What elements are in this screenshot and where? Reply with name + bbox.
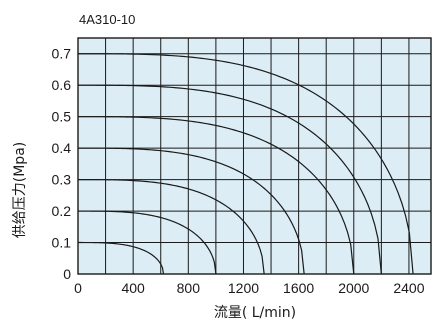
curve-0-7-mpa [78,53,414,275]
x-tick-label: 0 [74,280,82,296]
x-tick-label: 2400 [393,280,424,296]
y-tick-label: 0.1 [52,235,72,251]
y-tick-label: 0 [63,266,71,282]
curve-0-3-mpa [78,179,265,275]
x-tick-label: 2000 [338,280,369,296]
y-tick-label: 0.7 [52,46,72,62]
curve-0-6-mpa [78,84,382,275]
y-tick-label: 0.6 [52,77,72,93]
curve-0-5-mpa [78,116,355,275]
x-tick-label: 1600 [283,280,314,296]
plot-background [78,38,431,274]
x-axis-label: 流量( L/min) [214,305,296,321]
y-axis-label: 供给压力(Mpa) [12,142,28,238]
x-tick-label: 400 [121,280,145,296]
curves [78,53,414,275]
chart-title: 4A310-10 [79,12,135,27]
curve-0-4-mpa [78,147,305,275]
y-tick-label: 0.2 [52,203,72,219]
x-tick-label: 800 [177,280,201,296]
y-tick-label: 0.4 [52,140,72,156]
curve-0-2-mpa [78,210,217,275]
curve-0-1-mpa [78,241,165,275]
x-axis-ticks: 0 400 800 1200 1600 2000 2400 [74,280,425,296]
x-tick-label: 1200 [228,280,259,296]
y-axis-ticks: 0 0.1 0.2 0.3 0.4 0.5 0.6 0.7 [52,46,72,282]
plot-frame [77,37,432,275]
y-tick-label: 0.5 [52,109,72,125]
grid [78,38,431,274]
y-tick-label: 0.3 [52,172,72,188]
